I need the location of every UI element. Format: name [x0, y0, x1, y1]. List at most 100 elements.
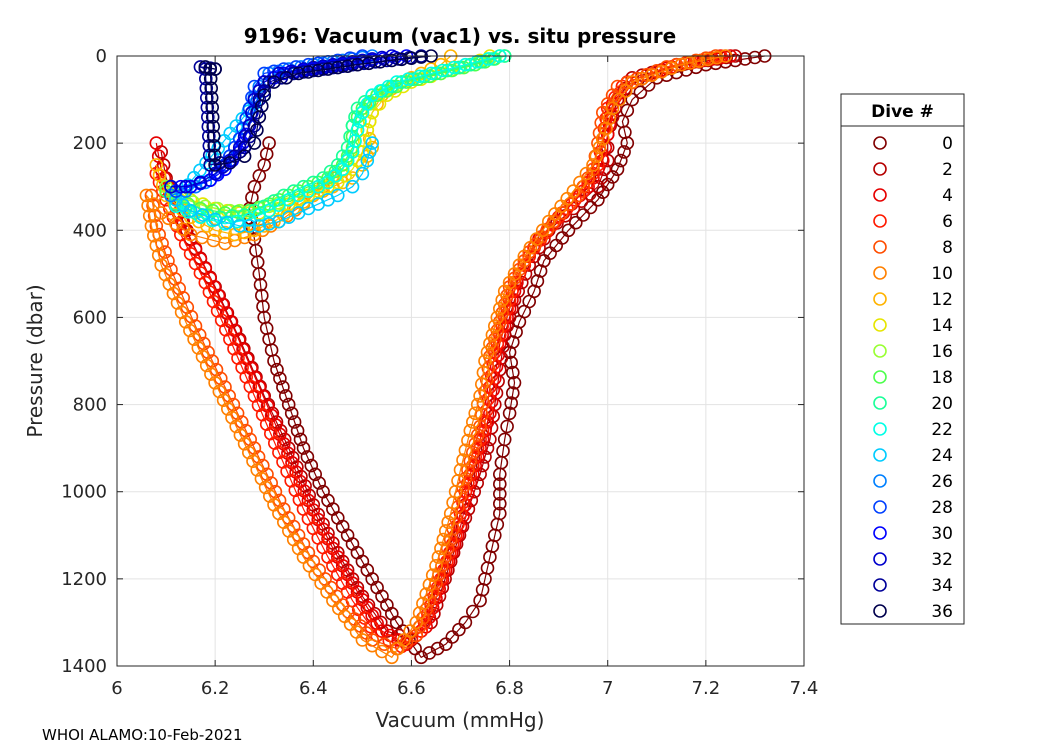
data-point: [237, 129, 252, 144]
data-point: [147, 228, 161, 243]
data-point: [373, 84, 388, 98]
series-layer: [139, 49, 772, 665]
data-point: [221, 402, 235, 416]
data-point: [204, 367, 218, 381]
data-point: [258, 480, 273, 495]
data-point: [262, 217, 276, 231]
data-point: [709, 50, 724, 65]
legend-label: 30: [931, 524, 953, 544]
data-point: [492, 301, 507, 316]
data-point: [620, 136, 635, 150]
data-point: [151, 248, 166, 263]
data-point: [208, 212, 222, 227]
legend-label: 4: [942, 186, 953, 206]
data-point: [207, 139, 221, 153]
data-point: [308, 467, 323, 482]
data-point: [422, 646, 437, 660]
data-point: [505, 386, 520, 400]
legend-item: 28: [873, 498, 953, 518]
legend-item: 26: [873, 472, 953, 492]
data-point: [247, 223, 262, 238]
legend-label: 32: [931, 550, 953, 570]
data-point: [237, 149, 252, 163]
x-tick-label: 7.4: [790, 678, 819, 699]
series-line: [155, 55, 731, 645]
data-point: [183, 323, 197, 338]
data-point: [254, 288, 269, 303]
data-point: [483, 336, 497, 351]
data-point: [617, 145, 631, 159]
data-point: [287, 415, 302, 429]
data-point: [568, 193, 582, 207]
data-point: [492, 477, 507, 491]
data-point: [218, 236, 232, 251]
data-point: [404, 51, 419, 66]
data-point: [559, 201, 574, 216]
series-line: [200, 55, 422, 166]
data-point: [304, 458, 319, 473]
data-point: [389, 75, 404, 89]
y-tick-label: 1400: [61, 656, 107, 677]
data-point: [154, 258, 168, 272]
data-point: [610, 162, 625, 177]
data-point: [229, 419, 243, 434]
series-dive-10: [139, 49, 733, 665]
data-point: [480, 345, 495, 360]
data-point: [635, 71, 649, 86]
data-point: [205, 110, 220, 124]
legend-label: 16: [931, 342, 953, 362]
legend-label: 18: [931, 368, 953, 388]
legend-label: 10: [931, 264, 953, 284]
data-point: [431, 550, 446, 564]
data-point: [311, 63, 326, 78]
data-point: [625, 92, 640, 107]
legend-marker: [873, 448, 887, 462]
data-point: [242, 219, 257, 233]
data-point: [223, 156, 237, 170]
data-point: [212, 384, 227, 399]
data-point: [159, 184, 173, 198]
data-point: [267, 497, 281, 512]
data-point: [256, 299, 270, 314]
x-tick-label: 6.2: [201, 678, 230, 699]
data-point: [205, 100, 219, 115]
legend-item: 20: [873, 394, 953, 414]
legend-marker: [873, 396, 887, 410]
legend-marker: [873, 500, 887, 514]
data-point: [594, 171, 609, 185]
data-point: [141, 198, 155, 213]
data-point: [533, 264, 548, 278]
data-point: [625, 75, 640, 89]
data-point: [262, 489, 277, 503]
legend-marker: [873, 474, 887, 488]
data-point: [470, 476, 485, 490]
data-point: [316, 484, 330, 499]
data-point: [355, 105, 370, 120]
data-point: [345, 179, 360, 194]
data-point: [218, 225, 232, 240]
data-point: [252, 169, 267, 183]
data-point: [340, 59, 355, 73]
data-point: [291, 66, 306, 81]
series-line: [150, 55, 716, 650]
data-point: [198, 60, 213, 74]
legend-marker: [873, 370, 887, 384]
axes: 6 6.2 6.4 6.6 6.8 7 7.2 7.4 0 200 400 600 800 1000 120…: [61, 46, 818, 699]
data-point: [500, 419, 514, 434]
data-point: [278, 389, 293, 403]
data-point: [414, 50, 429, 64]
data-point: [505, 365, 520, 380]
legend-label: 28: [931, 498, 953, 518]
data-point: [149, 219, 164, 233]
data-point: [247, 232, 262, 246]
data-point: [247, 136, 262, 150]
plot-frame: [116, 55, 805, 667]
legend-item: 18: [873, 368, 953, 388]
data-point: [250, 123, 264, 137]
data-point: [487, 319, 502, 333]
legend-marker: [873, 214, 887, 228]
legend-label: 20: [931, 394, 953, 414]
data-point: [492, 467, 507, 482]
data-point: [360, 153, 375, 168]
data-point: [394, 52, 409, 67]
